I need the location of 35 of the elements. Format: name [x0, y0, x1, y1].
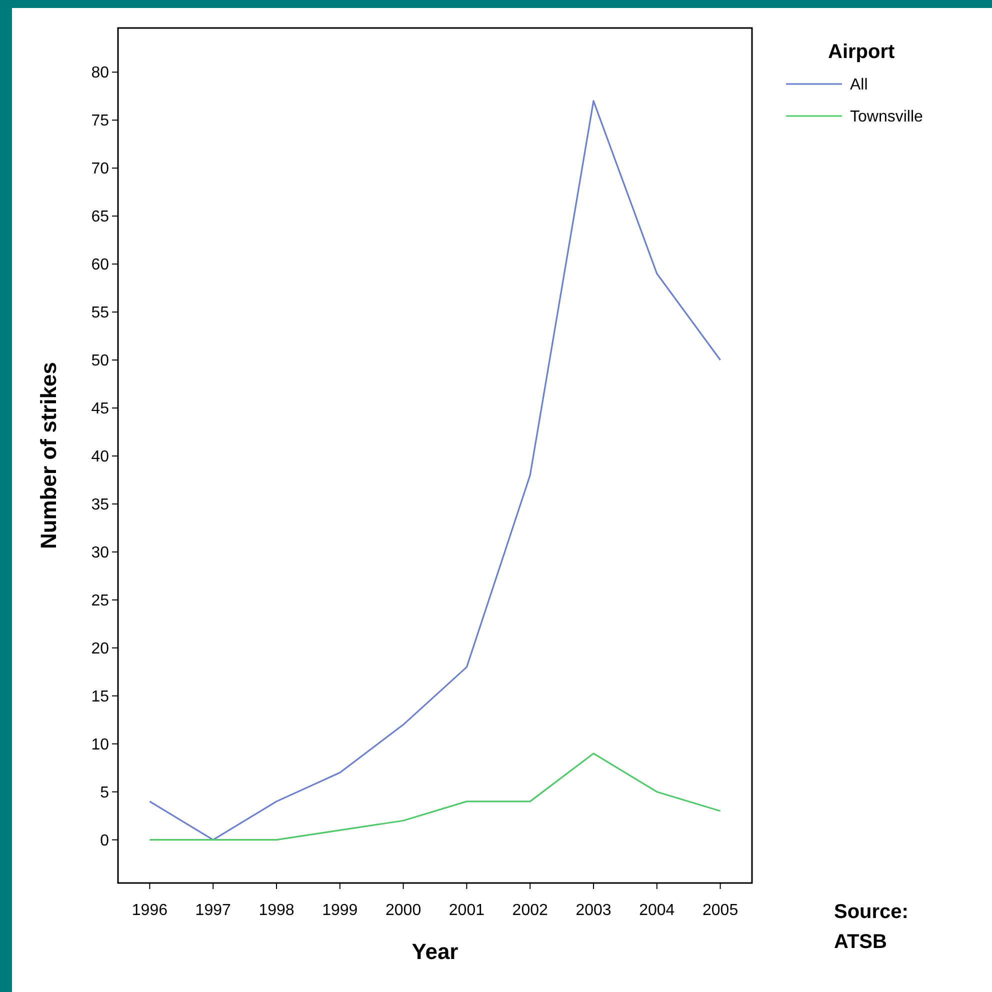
y-tick-label: 50: [91, 352, 110, 370]
y-tick-label: 60: [91, 256, 110, 274]
y-tick-label: 75: [91, 112, 110, 130]
y-tick-label: 15: [91, 688, 110, 706]
y-tick-label: 80: [91, 64, 110, 82]
y-tick-label: 30: [91, 544, 110, 562]
y-tick-label: 70: [91, 160, 110, 178]
x-axis-title: Year: [412, 939, 459, 964]
y-tick-label: 5: [100, 784, 110, 802]
x-tick-label: 2004: [639, 902, 675, 919]
x-tick-label: 2002: [512, 902, 548, 919]
y-tick-label: 20: [91, 640, 110, 658]
x-tick-label: 1998: [258, 902, 294, 919]
x-tick-label: 2003: [576, 902, 612, 919]
y-tick-label: 0: [100, 832, 110, 850]
y-tick-label: 10: [91, 736, 110, 754]
y-tick-label: 45: [91, 400, 110, 418]
x-tick-label: 2005: [702, 902, 738, 919]
x-tick-label: 1999: [322, 902, 358, 919]
legend-label: All: [850, 76, 868, 94]
y-tick-label: 40: [91, 448, 110, 466]
x-tick-label: 1996: [132, 902, 168, 919]
line-series: [148, 100, 722, 841]
legend-label: Townsville: [850, 108, 924, 126]
y-tick-label: 65: [91, 208, 110, 226]
line-series: [148, 752, 722, 841]
x-tick-label: 2001: [448, 902, 485, 919]
y-tick-label: 25: [91, 592, 110, 610]
y-axis-title: Number of strikes: [36, 362, 61, 550]
y-tick-label: 35: [91, 496, 110, 514]
x-tick-label: 2000: [386, 902, 422, 919]
legend-title: Airport: [828, 41, 895, 63]
y-tick-label: 55: [91, 304, 110, 322]
source-note: Source: ATSB: [834, 901, 908, 953]
x-tick-label: 1997: [195, 902, 231, 919]
